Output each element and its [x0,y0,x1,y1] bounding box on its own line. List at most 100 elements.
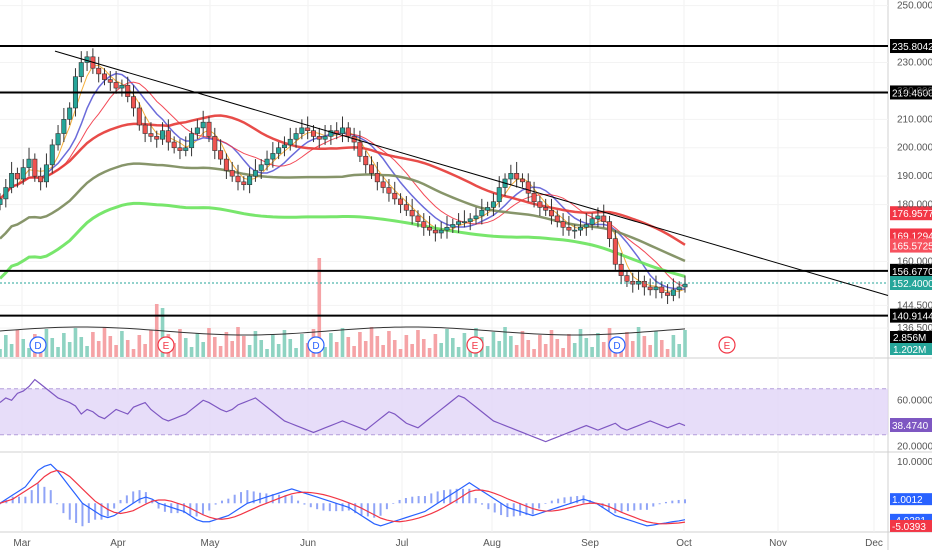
candle-body [218,150,224,160]
event-marker[interactable] [608,336,626,354]
macd-hist-bar [0,503,1,505]
x-tick-label: Dec [865,538,883,549]
event-marker[interactable] [307,336,325,354]
volume-bar [596,333,600,357]
candle-body [241,181,247,185]
rsi-value-label: 38.4740 [892,421,929,432]
event-marker[interactable] [718,336,736,354]
candle-body [653,286,659,291]
volume-tag-label: 2.856M [893,333,926,344]
macd-hist-bar [626,503,629,512]
candle-body [490,201,496,208]
macd-hist-bar [214,503,217,505]
volume-bar [642,336,647,357]
rsi-value-tag [890,418,932,433]
macd-hist-bar [246,490,249,504]
macd-hist-bar [119,499,122,504]
candle-body [61,119,67,134]
x-tick-label: Aug [483,538,501,549]
volume-bar [427,348,432,357]
volume-bar [387,331,391,357]
macd-hist-bar [43,486,46,504]
volume-bar [323,347,327,357]
volume-bar [224,332,229,357]
candle-body [647,286,653,291]
volume-bar [207,328,211,357]
macd-hist-bar [360,503,363,516]
event-marker[interactable] [157,336,175,354]
ma50-line [0,114,686,246]
volume-bar [96,341,101,357]
volume-bar [456,347,461,357]
volume-bar [398,349,403,357]
volume-tag [890,343,932,355]
volume-bar [259,340,264,357]
volume-bar [648,345,652,357]
candle-body [607,221,613,239]
macd-hist-bar [354,503,357,514]
volume-tag [890,331,932,343]
macd-hist-bar [404,498,407,504]
candle-body [194,127,200,134]
macd-hist-bar [639,503,642,510]
macd-hist-bar [303,503,306,505]
candle-body [682,283,688,288]
moving-averages [0,64,686,292]
price-tag-label: 169.1294 [892,231,932,242]
price-scale[interactable]: 250.0000 230.0000 220.0000 210.0000 200.0000… [897,1,932,334]
candle-body [479,209,485,217]
level-tag-label: 235.8042 [892,42,932,53]
macd-hist-bar [68,503,71,520]
event-marker[interactable] [466,336,484,354]
candle-body [595,215,601,220]
macd-hist-bar [24,496,27,504]
event-marker[interactable] [29,336,47,354]
volume-bar [276,344,281,357]
macd-hist-bar [677,499,680,504]
candle-body [438,229,444,234]
x-tick-label: Apr [110,538,126,549]
candle-body [78,62,84,78]
macd-signal-line [0,469,686,525]
candle-body [548,209,554,217]
candle-body [601,215,607,222]
macd-value-tag [890,493,932,506]
macd-hist-bar [240,492,243,504]
candle-body [177,147,183,151]
volume-bar [346,337,351,357]
macd-hist-bar [633,503,636,511]
volume-bar [329,333,333,357]
volume-bar [555,339,560,357]
volume-bar [67,342,72,357]
candle-body [514,173,520,180]
macd-hist-bar [411,496,414,504]
volume-bar [0,349,2,357]
horizontal-levels: 235.8042 219.4600 156.6770 140.9144 176.9577… [0,39,932,356]
candle-body [676,286,682,291]
price-tag [890,275,932,290]
macd-hist-bar [658,503,661,505]
macd-hist-bar [442,490,445,504]
ma-fast-line [5,64,686,292]
rsi-panel: 60.0000 20.0000 38.4740 [0,378,932,452]
macd-hist-bar [538,503,541,509]
macd-hist-bar [620,503,623,512]
candle-body [200,121,206,129]
event-marker-label: E [724,341,731,352]
price-tag [890,238,932,253]
macd-hist-bar [227,498,230,504]
event-marker-label: E [163,341,170,352]
macd-hist-bar [163,503,166,512]
candle-body [450,224,456,228]
event-marker-label: D [34,341,41,352]
macd-hist-bar [493,503,496,513]
volume-bar [561,348,565,357]
x-tick-label: Oct [676,538,692,549]
candle-body [107,79,113,83]
volume-bar [218,346,223,357]
volume-bar [102,327,107,357]
volume-bar [62,333,66,357]
candle-body [560,221,566,228]
